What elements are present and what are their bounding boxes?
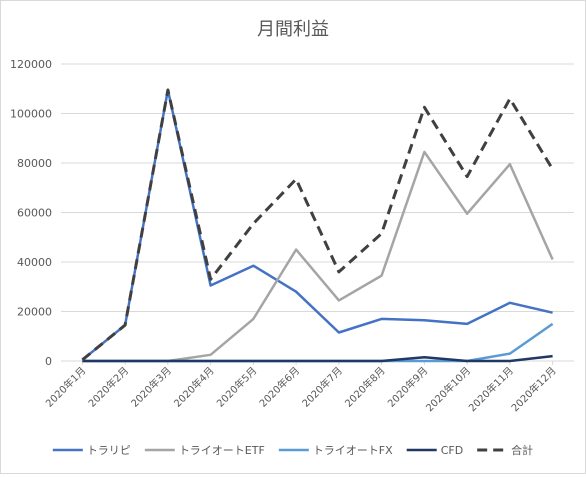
gridlines bbox=[61, 63, 574, 362]
x-tick-label: 2020年9月 bbox=[385, 364, 431, 410]
x-tick-label: 2020年3月 bbox=[128, 364, 174, 410]
series-line-3 bbox=[82, 354, 553, 363]
legend-label: トラリピ bbox=[87, 444, 131, 457]
legend-label: CFD bbox=[441, 444, 463, 457]
legend-label: トライオートETF bbox=[179, 444, 265, 457]
y-axis: 0 20000 40000 60000 80000 100000 120000 bbox=[10, 58, 52, 368]
series-line-4 bbox=[81, 88, 554, 361]
legend-label: 合計 bbox=[511, 443, 533, 457]
x-tick-label: 2020年7月 bbox=[299, 364, 345, 410]
x-tick-label: 2020年6月 bbox=[256, 364, 302, 410]
x-tick-label: 2020年11月 bbox=[466, 364, 516, 414]
x-axis: 2020年1月2020年2月2020年3月2020年4月2020年5月2020年… bbox=[43, 361, 559, 414]
x-tick-label: 2020年8月 bbox=[342, 364, 388, 410]
series-line-1 bbox=[82, 150, 554, 363]
y-tick-label: 60000 bbox=[17, 207, 52, 220]
legend: トラリピ トライオートETF トライオートFX CFD 合計 bbox=[52, 443, 533, 457]
y-tick-label: 100000 bbox=[10, 108, 52, 121]
y-tick-label: 80000 bbox=[17, 157, 52, 170]
legend-label: トライオートFX bbox=[313, 444, 393, 457]
y-tick-label: 0 bbox=[45, 355, 52, 368]
x-tick-label: 2020年2月 bbox=[85, 364, 131, 410]
chart-title: 月間利益 bbox=[257, 19, 329, 40]
y-tick-label: 40000 bbox=[17, 256, 52, 269]
y-tick-label: 20000 bbox=[17, 306, 52, 319]
series-line-2 bbox=[82, 322, 554, 363]
series-line-0 bbox=[81, 88, 553, 361]
x-tick-label: 2020年1月 bbox=[43, 364, 89, 410]
x-tick-label: 2020年10月 bbox=[423, 364, 473, 414]
x-tick-label: 2020年4月 bbox=[171, 364, 217, 410]
x-tick-label: 2020年5月 bbox=[214, 364, 260, 410]
y-tick-label: 120000 bbox=[10, 58, 52, 71]
series-lines bbox=[81, 88, 554, 363]
x-tick-label: 2020年12月 bbox=[508, 364, 558, 414]
